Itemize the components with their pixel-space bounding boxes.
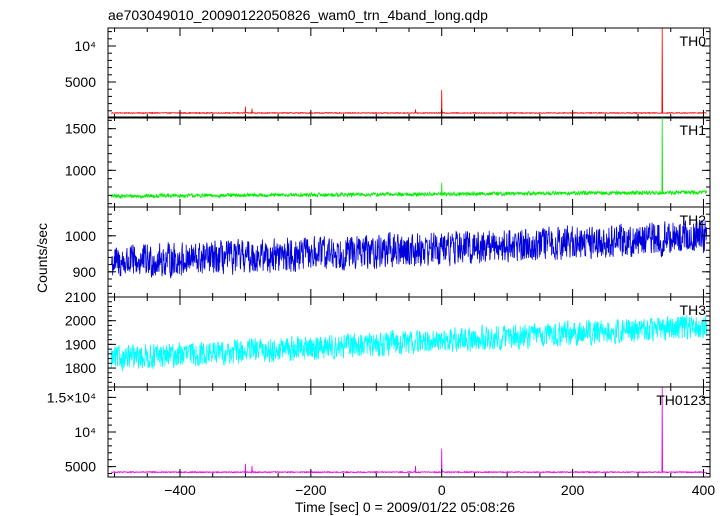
- x-tick-label: 200: [561, 482, 585, 498]
- x-tick-label: −400: [164, 482, 196, 498]
- y-tick-label: 1000: [65, 228, 96, 244]
- series-line-th0: [110, 28, 707, 115]
- series-line-th2: [110, 219, 708, 279]
- x-tick-label: −200: [295, 482, 327, 498]
- panel-th0123: 5000 10⁴ 1.5×10⁴ TH0123: [47, 386, 711, 478]
- panel-label: TH0: [680, 33, 707, 49]
- y-tick-label: 10⁴: [74, 38, 96, 54]
- panel-frame: [107, 27, 711, 119]
- panels: 5000 10⁴ TH0 1000 1500 TH1 900 1000 TH2 1800 1900 2…: [47, 27, 716, 498]
- panel-label: TH1: [680, 122, 707, 138]
- panel-label: TH0123: [656, 392, 706, 408]
- series-line-th0123: [110, 387, 708, 474]
- y-tick-label: 2000: [65, 313, 96, 329]
- series-line-th1: [110, 117, 708, 200]
- panel-frame: [107, 386, 711, 478]
- y-tick-label: 10⁴: [74, 424, 96, 440]
- panel-label: TH2: [680, 212, 707, 228]
- x-axis-label: Time [sec] 0 = 2009/01/22 05:08:26: [295, 499, 515, 515]
- y-tick-label: 5000: [65, 74, 96, 90]
- chart-title: ae703049010_20090122050826_wam0_trn_4ban…: [108, 7, 488, 23]
- y-tick-label: 1900: [65, 336, 96, 352]
- y-tick-label: 1.5×10⁴: [47, 389, 96, 405]
- y-tick-label: 1500: [65, 121, 96, 137]
- panel-label: TH3: [680, 302, 707, 318]
- y-tick-label: 2100: [65, 289, 96, 305]
- panel-th0: 5000 10⁴ TH0: [65, 27, 711, 119]
- y-tick-label: 900: [73, 264, 97, 280]
- y-axis-label: Counts/sec: [34, 223, 50, 293]
- y-tick-label: 5000: [65, 459, 96, 475]
- x-tick-label: 400: [692, 482, 716, 498]
- panel-th2: 900 1000 TH2: [65, 206, 711, 298]
- x-tick-label: 0: [438, 482, 446, 498]
- series-line-th3: [110, 314, 708, 372]
- y-tick-label: 1000: [65, 162, 96, 178]
- y-tick-label: 1800: [65, 360, 96, 376]
- panel-th3: 1800 1900 2000 2100 TH3: [65, 289, 711, 388]
- panel-th1: 1000 1500 TH1: [65, 116, 711, 208]
